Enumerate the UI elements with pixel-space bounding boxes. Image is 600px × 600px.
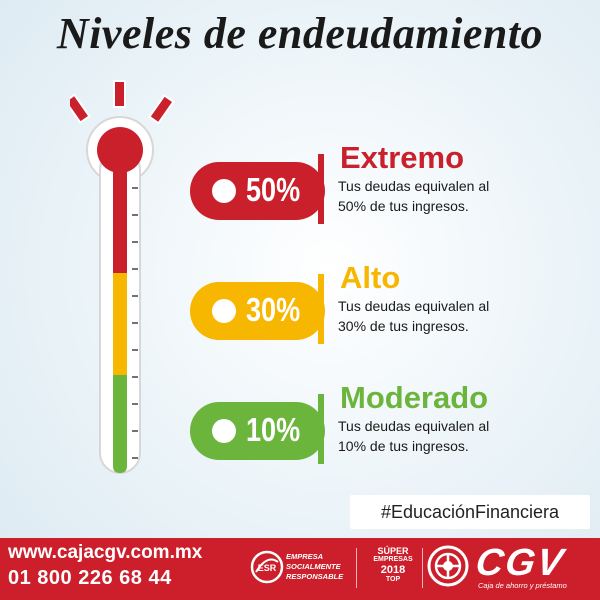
- website-link[interactable]: www.cajacgv.com.mx: [8, 542, 203, 563]
- level-description: Tus deudas equivalen al 30% de tus ingre…: [338, 296, 538, 336]
- level-moderado: 10% Moderado Tus deudas equivalen al 10%…: [190, 380, 510, 472]
- level-name: Extremo: [340, 140, 465, 175]
- level-description: Tus deudas equivalen al 10% de tus ingre…: [338, 416, 538, 456]
- level-divider: [318, 154, 324, 224]
- super-line: EMPRESAS: [373, 556, 413, 563]
- footer-divider: [356, 548, 357, 588]
- description-line: 10% de tus ingresos.: [338, 438, 469, 454]
- thermometer-ticks: [132, 187, 138, 459]
- level-percent: 10%: [246, 411, 301, 448]
- heat-rays-icon: [70, 80, 175, 125]
- thermometer-graphic: [70, 80, 175, 474]
- cgv-brand-logo: CGV: [473, 542, 568, 584]
- esr-badge-text: ESR: [258, 563, 277, 573]
- esr-line: SOCIALMENTE: [286, 562, 341, 571]
- level-percent: 30%: [246, 291, 301, 328]
- esr-text: EMPRESA SOCIALMENTE RESPONSABLE: [286, 552, 343, 582]
- level-divider: [318, 394, 324, 464]
- description-line: Tus deudas equivalen al: [338, 418, 490, 434]
- esr-line: RESPONSABLE: [286, 572, 344, 581]
- circle-icon: [212, 179, 236, 203]
- page-title: Niveles de endeudamiento: [56, 9, 544, 58]
- level-pill: 50%: [190, 162, 325, 220]
- super-line: TOP: [385, 576, 401, 583]
- level-pill: 10%: [190, 402, 325, 460]
- level-name: Alto: [340, 260, 401, 295]
- phone-number[interactable]: 01 800 226 68 44: [8, 567, 172, 589]
- super-year: 2018: [380, 564, 406, 576]
- esr-logo-icon: ESR: [250, 550, 284, 584]
- description-line: Tus deudas equivalen al: [338, 298, 490, 314]
- cgv-tagline: Caja de ahorro y préstamo: [478, 581, 567, 590]
- super-empresas-badge: SÚPER EMPRESAS 2018 TOP: [368, 546, 418, 584]
- description-line: Tus deudas equivalen al: [338, 178, 490, 194]
- super-line: SÚPER: [377, 546, 409, 556]
- footer-bar: www.cajacgv.com.mx 01 800 226 68 44 ESR …: [0, 538, 600, 600]
- level-description: Tus deudas equivalen al 50% de tus ingre…: [338, 176, 538, 216]
- description-line: 30% de tus ingresos.: [338, 318, 469, 334]
- circle-icon: [212, 299, 236, 323]
- level-pill: 30%: [190, 282, 325, 340]
- level-name: Moderado: [340, 380, 489, 415]
- level-percent: 50%: [246, 171, 301, 208]
- esr-line: EMPRESA: [286, 552, 324, 561]
- description-line: 50% de tus ingresos.: [338, 198, 469, 214]
- circle-icon: [212, 419, 236, 443]
- footer-divider: [422, 548, 423, 588]
- level-divider: [318, 274, 324, 344]
- level-alto: 30% Alto Tus deudas equivalen al 30% de …: [190, 260, 510, 352]
- hashtag-label: #EducaciónFinanciera: [350, 495, 590, 529]
- level-extremo: 50% Extremo Tus deudas equivalen al 50% …: [190, 140, 510, 232]
- cgv-emblem-icon: [427, 545, 469, 587]
